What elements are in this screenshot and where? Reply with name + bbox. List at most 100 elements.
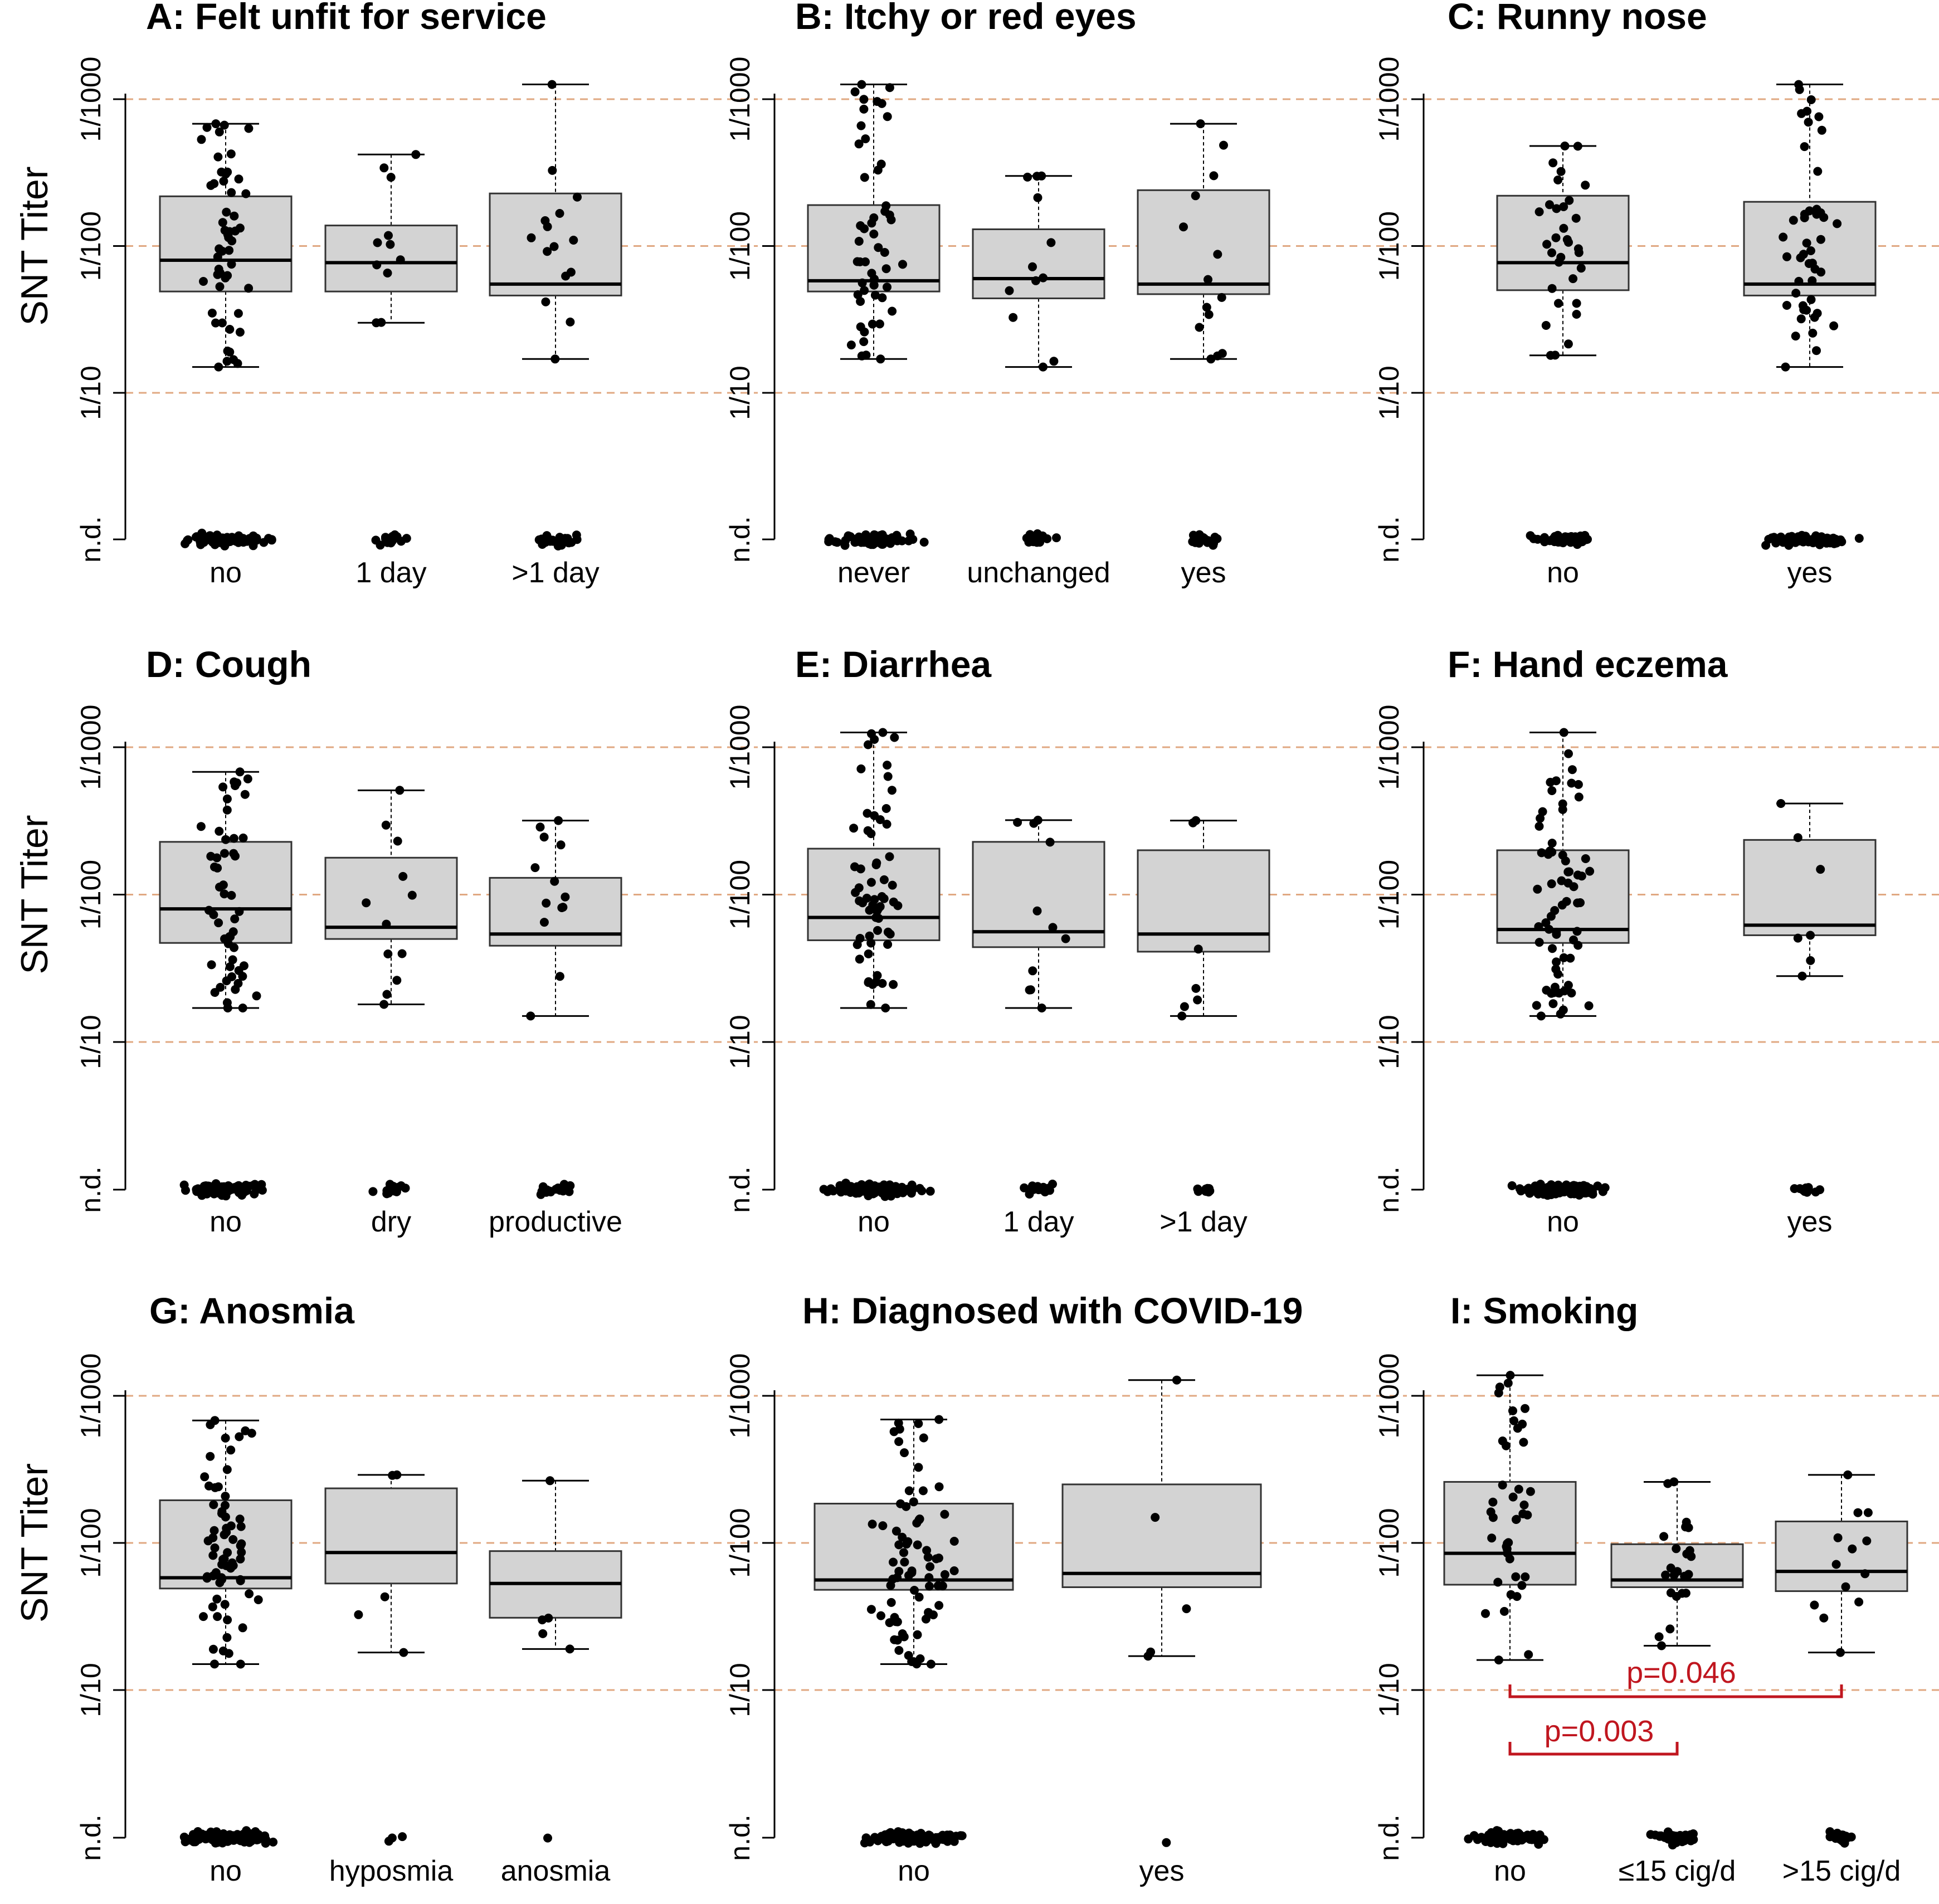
data-point	[869, 280, 879, 290]
data-point	[1853, 1508, 1863, 1517]
category-label: never	[837, 557, 910, 589]
category-label: >15 cig/d	[1782, 1855, 1901, 1887]
data-point	[224, 233, 233, 242]
data-point	[218, 782, 228, 792]
data-point	[395, 786, 405, 795]
data-point	[377, 318, 386, 327]
nd-point	[1812, 536, 1821, 546]
panel-c: n.d. 1/10 1/100 1/1000 C: Runny nose no yes	[1373, 0, 1939, 589]
data-point	[225, 962, 235, 971]
data-point	[1172, 1375, 1181, 1385]
data-point	[1581, 854, 1590, 863]
data-point	[397, 949, 407, 958]
data-point	[1813, 167, 1823, 176]
data-point	[870, 895, 879, 904]
data-point	[1513, 1424, 1522, 1433]
data-point	[254, 1595, 263, 1604]
group-anosmia: anosmia	[489, 1476, 622, 1887]
y-tick-label: 1/100	[724, 211, 756, 281]
data-point	[235, 907, 244, 916]
data-point	[217, 167, 226, 177]
data-point	[244, 124, 254, 133]
data-point	[225, 246, 234, 255]
data-point	[214, 362, 223, 372]
data-point	[1026, 985, 1035, 995]
nd-point	[257, 1186, 267, 1195]
data-point	[1552, 204, 1561, 213]
nd-point	[553, 541, 563, 551]
data-point	[1498, 1481, 1507, 1490]
data-point	[1532, 1001, 1541, 1010]
data-point	[213, 1612, 222, 1621]
data-point	[1669, 1570, 1679, 1580]
nd-point	[246, 1837, 256, 1846]
data-point	[1048, 923, 1058, 932]
panel-title: F: Hand eczema	[1448, 644, 1728, 685]
data-point	[919, 1433, 928, 1443]
category-label: no	[898, 1855, 930, 1887]
data-point	[1551, 776, 1561, 786]
data-point	[222, 1523, 231, 1533]
data-point	[1506, 1371, 1515, 1380]
data-point	[1494, 1655, 1503, 1665]
data-point	[539, 832, 549, 842]
nd-point	[184, 1834, 193, 1844]
nd-point	[217, 1830, 226, 1840]
data-point	[206, 1420, 215, 1429]
data-point	[221, 1433, 230, 1443]
nd-point	[877, 1832, 886, 1841]
data-point	[1791, 332, 1800, 341]
data-point	[1556, 1009, 1565, 1019]
data-point	[925, 1581, 934, 1591]
data-point	[902, 1540, 911, 1549]
nd-point	[917, 1186, 927, 1196]
data-point	[880, 207, 890, 216]
data-point	[1537, 848, 1546, 858]
data-point	[915, 1515, 924, 1523]
data-point	[399, 1648, 408, 1657]
y-tick-label: 1/100	[724, 860, 756, 929]
data-point	[556, 840, 566, 850]
data-point	[854, 237, 864, 246]
nd-point	[905, 529, 915, 539]
nd-point	[244, 1181, 254, 1191]
data-point	[1687, 1552, 1696, 1561]
data-point	[1567, 765, 1577, 775]
panel-title: E: Diarrhea	[795, 644, 992, 685]
data-point	[882, 820, 891, 829]
y-tick-label: 1/100	[724, 1508, 756, 1577]
data-point	[876, 159, 886, 169]
category-label: yes	[1139, 1855, 1185, 1887]
data-point	[856, 221, 865, 230]
data-point	[1546, 846, 1555, 855]
nd-point	[1545, 536, 1555, 546]
data-point	[1854, 1598, 1864, 1606]
data-point	[1031, 276, 1040, 285]
data-point	[212, 1594, 222, 1604]
data-point	[1581, 181, 1590, 190]
y-axis-title: SNT Titer	[13, 815, 56, 975]
data-point	[230, 211, 239, 221]
data-point	[1817, 125, 1826, 135]
nd-point	[542, 1185, 552, 1195]
category-label: dry	[371, 1206, 411, 1238]
data-point	[561, 271, 571, 281]
y-tick-label: 1/1000	[75, 1353, 106, 1439]
data-point	[236, 1659, 245, 1669]
nd-point	[919, 538, 929, 547]
data-point	[1560, 142, 1570, 150]
data-point	[898, 1532, 907, 1542]
data-point	[1533, 884, 1542, 894]
nd-point	[1657, 1831, 1666, 1840]
box	[972, 228, 1105, 299]
category-label: no	[210, 1855, 242, 1887]
panel-i: n.d. 1/10 1/100 1/1000 I: Smoking no ≤15 cig/d…	[1373, 1290, 1939, 1887]
data-point	[1796, 253, 1805, 262]
data-point	[1557, 876, 1566, 885]
data-point	[1804, 118, 1813, 127]
nd-point	[1525, 1833, 1534, 1843]
nd-point	[819, 1185, 829, 1194]
data-point	[1814, 112, 1824, 121]
nd-point	[179, 1180, 189, 1190]
data-point	[856, 297, 865, 306]
